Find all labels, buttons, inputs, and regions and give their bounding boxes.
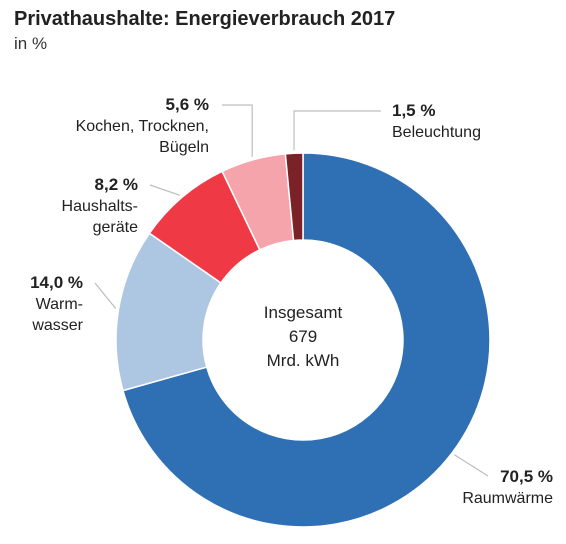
slice-name-label-1-1: wasser bbox=[31, 317, 83, 334]
slice-value-label-4: 1,5 % bbox=[392, 101, 435, 120]
slice-4 bbox=[284, 152, 304, 242]
slice-name-label-2-0: Haushalts- bbox=[62, 198, 138, 215]
slice-name-label-1-0: Warm- bbox=[36, 296, 83, 313]
chart-subtitle: in % bbox=[14, 34, 48, 53]
slice-value-label-2: 8,2 % bbox=[95, 175, 138, 194]
center-label-line-1: 679 bbox=[289, 327, 317, 346]
leader-line-1 bbox=[94, 282, 117, 309]
leader-line-4 bbox=[293, 110, 381, 151]
center-label: Insgesamt 679 Mrd. kWh bbox=[264, 303, 343, 370]
chart-title: Privathaushalte: Energieverbrauch 2017 bbox=[14, 8, 396, 30]
leader-lines bbox=[94, 104, 489, 477]
slice-value-label-3: 5,6 % bbox=[166, 95, 209, 114]
leader-line-2 bbox=[149, 184, 181, 196]
slice-name-label-0-0: Raumwärme bbox=[462, 490, 553, 507]
slice-name-label-3-1: Bügeln bbox=[159, 139, 209, 156]
slice-name-label-2-1: geräte bbox=[93, 219, 138, 236]
center-label-line-0: Insgesamt bbox=[264, 303, 343, 322]
slice-labels: 70,5 % Raumwärme 14,0 % Warm-wasser 8,2 % Hau… bbox=[30, 95, 553, 507]
leader-line-0 bbox=[454, 454, 489, 477]
donut-slices bbox=[115, 152, 491, 528]
center-label-line-2: Mrd. kWh bbox=[267, 351, 340, 370]
slice-value-label-1: 14,0 % bbox=[30, 273, 83, 292]
slice-0 bbox=[122, 152, 491, 528]
leader-line-3 bbox=[222, 104, 253, 157]
slice-name-label-4-0: Beleuchtung bbox=[392, 124, 481, 141]
slice-value-label-0: 70,5 % bbox=[500, 467, 553, 486]
slice-name-label-3-0: Kochen, Trocknen, bbox=[76, 118, 209, 135]
